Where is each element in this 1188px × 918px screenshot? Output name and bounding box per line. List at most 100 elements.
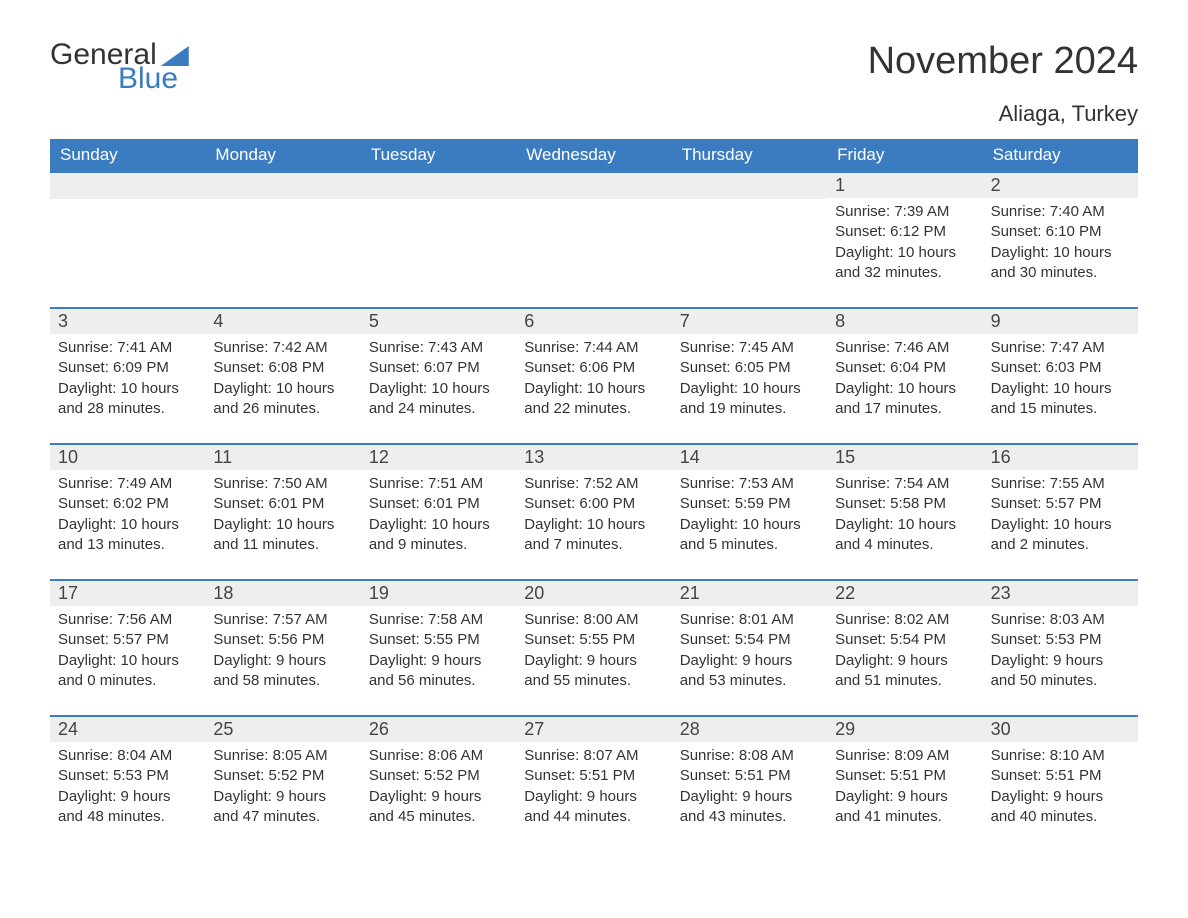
- sunset-line: Sunset: 5:51 PM: [991, 766, 1130, 786]
- sunrise-line: Sunrise: 8:09 AM: [835, 746, 974, 766]
- day-cell: 26Sunrise: 8:06 AMSunset: 5:52 PMDayligh…: [361, 717, 516, 833]
- day-number: 13: [516, 445, 671, 470]
- weekday-header: Tuesday: [361, 139, 516, 171]
- day-body: Sunrise: 8:06 AMSunset: 5:52 PMDaylight:…: [361, 742, 516, 833]
- sunset-line: Sunset: 5:51 PM: [524, 766, 663, 786]
- daylight-line-1: Daylight: 10 hours: [58, 515, 197, 535]
- empty-day-header: [672, 173, 827, 199]
- day-cell: 1Sunrise: 7:39 AMSunset: 6:12 PMDaylight…: [827, 173, 982, 289]
- day-number: 30: [983, 717, 1138, 742]
- daylight-line-1: Daylight: 10 hours: [991, 243, 1130, 263]
- day-cell: 5Sunrise: 7:43 AMSunset: 6:07 PMDaylight…: [361, 309, 516, 425]
- daylight-line-1: Daylight: 9 hours: [835, 651, 974, 671]
- sunrise-line: Sunrise: 7:39 AM: [835, 202, 974, 222]
- daylight-line-2: and 32 minutes.: [835, 263, 974, 283]
- empty-day-header: [50, 173, 205, 199]
- day-cell: 3Sunrise: 7:41 AMSunset: 6:09 PMDaylight…: [50, 309, 205, 425]
- empty-day-header: [516, 173, 671, 199]
- week-row: 17Sunrise: 7:56 AMSunset: 5:57 PMDayligh…: [50, 579, 1138, 697]
- day-cell: 17Sunrise: 7:56 AMSunset: 5:57 PMDayligh…: [50, 581, 205, 697]
- sunset-line: Sunset: 5:59 PM: [680, 494, 819, 514]
- day-number: 11: [205, 445, 360, 470]
- daylight-line-1: Daylight: 10 hours: [213, 379, 352, 399]
- sunrise-line: Sunrise: 8:05 AM: [213, 746, 352, 766]
- day-body: Sunrise: 7:55 AMSunset: 5:57 PMDaylight:…: [983, 470, 1138, 561]
- day-body: Sunrise: 7:47 AMSunset: 6:03 PMDaylight:…: [983, 334, 1138, 425]
- sunrise-line: Sunrise: 7:55 AM: [991, 474, 1130, 494]
- sunset-line: Sunset: 6:10 PM: [991, 222, 1130, 242]
- day-body: Sunrise: 8:04 AMSunset: 5:53 PMDaylight:…: [50, 742, 205, 833]
- daylight-line-2: and 40 minutes.: [991, 807, 1130, 827]
- day-number: 18: [205, 581, 360, 606]
- day-body: Sunrise: 7:51 AMSunset: 6:01 PMDaylight:…: [361, 470, 516, 561]
- day-body: Sunrise: 7:46 AMSunset: 6:04 PMDaylight:…: [827, 334, 982, 425]
- day-body: Sunrise: 8:02 AMSunset: 5:54 PMDaylight:…: [827, 606, 982, 697]
- month-title: November 2024: [868, 40, 1138, 83]
- day-cell: 27Sunrise: 8:07 AMSunset: 5:51 PMDayligh…: [516, 717, 671, 833]
- daylight-line-2: and 51 minutes.: [835, 671, 974, 691]
- day-cell: [50, 173, 205, 289]
- day-number: 22: [827, 581, 982, 606]
- week-row: 3Sunrise: 7:41 AMSunset: 6:09 PMDaylight…: [50, 307, 1138, 425]
- daylight-line-2: and 15 minutes.: [991, 399, 1130, 419]
- sunset-line: Sunset: 6:00 PM: [524, 494, 663, 514]
- sunrise-line: Sunrise: 8:01 AM: [680, 610, 819, 630]
- sunrise-line: Sunrise: 8:10 AM: [991, 746, 1130, 766]
- day-number: 24: [50, 717, 205, 742]
- daylight-line-2: and 7 minutes.: [524, 535, 663, 555]
- day-cell: 8Sunrise: 7:46 AMSunset: 6:04 PMDaylight…: [827, 309, 982, 425]
- day-body: Sunrise: 7:50 AMSunset: 6:01 PMDaylight:…: [205, 470, 360, 561]
- day-body: Sunrise: 8:10 AMSunset: 5:51 PMDaylight:…: [983, 742, 1138, 833]
- daylight-line-2: and 5 minutes.: [680, 535, 819, 555]
- sunset-line: Sunset: 6:01 PM: [369, 494, 508, 514]
- day-number: 6: [516, 309, 671, 334]
- sunrise-line: Sunrise: 7:40 AM: [991, 202, 1130, 222]
- day-body: Sunrise: 8:01 AMSunset: 5:54 PMDaylight:…: [672, 606, 827, 697]
- daylight-line-2: and 26 minutes.: [213, 399, 352, 419]
- day-number: 10: [50, 445, 205, 470]
- day-number: 15: [827, 445, 982, 470]
- day-cell: 11Sunrise: 7:50 AMSunset: 6:01 PMDayligh…: [205, 445, 360, 561]
- sunset-line: Sunset: 5:52 PM: [369, 766, 508, 786]
- logo: General Blue: [50, 40, 189, 94]
- sunset-line: Sunset: 6:12 PM: [835, 222, 974, 242]
- daylight-line-2: and 19 minutes.: [680, 399, 819, 419]
- sunrise-line: Sunrise: 8:02 AM: [835, 610, 974, 630]
- day-cell: [516, 173, 671, 289]
- weekday-header: Monday: [205, 139, 360, 171]
- day-cell: 10Sunrise: 7:49 AMSunset: 6:02 PMDayligh…: [50, 445, 205, 561]
- day-number: 14: [672, 445, 827, 470]
- sunrise-line: Sunrise: 7:43 AM: [369, 338, 508, 358]
- daylight-line-1: Daylight: 9 hours: [213, 787, 352, 807]
- daylight-line-1: Daylight: 9 hours: [369, 787, 508, 807]
- day-number: 7: [672, 309, 827, 334]
- day-cell: 15Sunrise: 7:54 AMSunset: 5:58 PMDayligh…: [827, 445, 982, 561]
- daylight-line-2: and 22 minutes.: [524, 399, 663, 419]
- day-body: Sunrise: 7:39 AMSunset: 6:12 PMDaylight:…: [827, 198, 982, 289]
- daylight-line-1: Daylight: 9 hours: [524, 651, 663, 671]
- day-body: Sunrise: 8:03 AMSunset: 5:53 PMDaylight:…: [983, 606, 1138, 697]
- day-body: Sunrise: 7:43 AMSunset: 6:07 PMDaylight:…: [361, 334, 516, 425]
- sunset-line: Sunset: 5:55 PM: [369, 630, 508, 650]
- day-number: 29: [827, 717, 982, 742]
- sunset-line: Sunset: 5:54 PM: [835, 630, 974, 650]
- daylight-line-2: and 48 minutes.: [58, 807, 197, 827]
- sunset-line: Sunset: 5:56 PM: [213, 630, 352, 650]
- sunrise-line: Sunrise: 7:57 AM: [213, 610, 352, 630]
- page-header: General Blue November 2024 Aliaga, Turke…: [50, 40, 1138, 127]
- daylight-line-1: Daylight: 9 hours: [991, 651, 1130, 671]
- day-number: 26: [361, 717, 516, 742]
- daylight-line-2: and 17 minutes.: [835, 399, 974, 419]
- day-number: 21: [672, 581, 827, 606]
- day-cell: [205, 173, 360, 289]
- day-number: 3: [50, 309, 205, 334]
- logo-text-blue: Blue: [118, 64, 189, 94]
- day-number: 2: [983, 173, 1138, 198]
- sunset-line: Sunset: 5:51 PM: [680, 766, 819, 786]
- daylight-line-1: Daylight: 9 hours: [991, 787, 1130, 807]
- day-cell: 4Sunrise: 7:42 AMSunset: 6:08 PMDaylight…: [205, 309, 360, 425]
- daylight-line-2: and 44 minutes.: [524, 807, 663, 827]
- day-number: 25: [205, 717, 360, 742]
- sunset-line: Sunset: 6:03 PM: [991, 358, 1130, 378]
- daylight-line-1: Daylight: 9 hours: [680, 651, 819, 671]
